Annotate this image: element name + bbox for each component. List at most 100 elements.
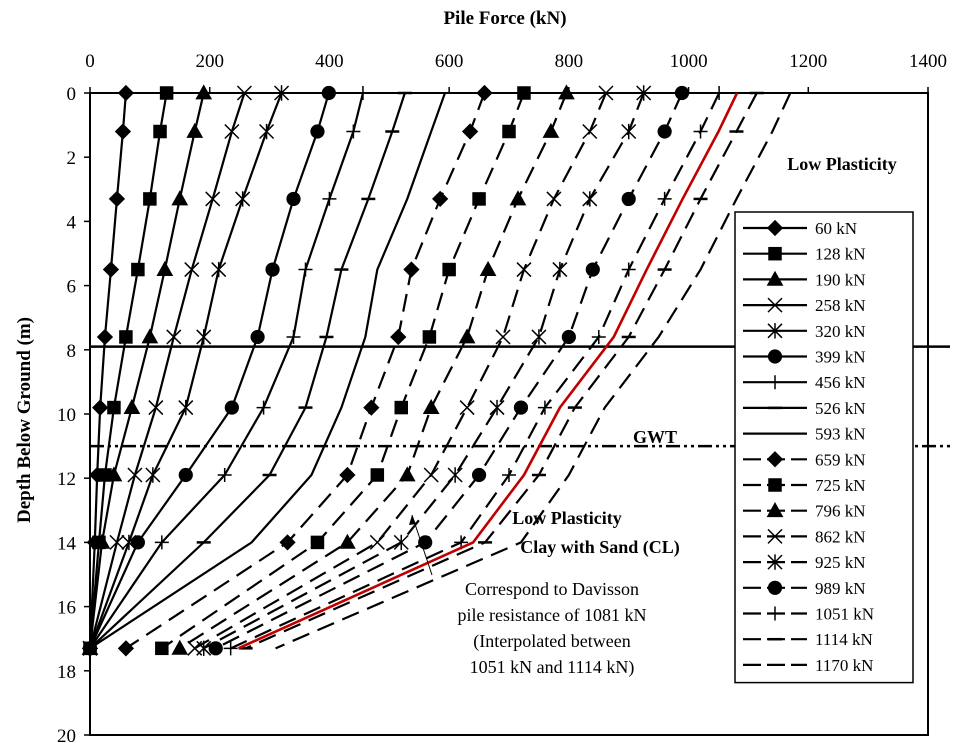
marker-triangle [542,122,560,138]
marker-circle [767,349,783,364]
legend-label: 1051 kN [815,605,874,624]
marker-plus [591,329,606,344]
legend-label: 659 kN [815,450,866,469]
marker-triangle [171,190,189,206]
marker-plus [346,124,361,139]
chart-title: Pile Force (kN) [443,8,566,29]
series-526-kn [83,91,412,650]
marker-circle [585,262,600,277]
davisson-note-line: pile resistance of 1081 kN [458,605,647,625]
legend-item: 258 kN [743,296,866,315]
marker-triangle [479,260,497,276]
marker-x [767,297,783,313]
series-925-kn [196,85,652,657]
x-tick-label: 1400 [909,51,947,72]
marker-circle [674,85,690,101]
legend-label: 862 kN [815,527,866,546]
series-line [275,92,792,650]
marker-star [259,123,275,140]
marker-plus [693,124,708,139]
series-line [88,92,330,649]
series-1170-kn [275,92,792,650]
marker-plus [657,191,672,206]
series-line [203,92,645,650]
marker-triangle [422,398,440,414]
series-line [89,92,406,650]
series-1114-kn [238,91,764,650]
marker-plus [502,467,516,482]
legend-item: 725 kN [743,476,866,495]
legend-item: 1114 kN [743,630,873,649]
marker-circle [224,400,239,415]
marker-diamond [461,123,479,140]
marker-x [127,467,143,483]
marker-diamond [102,261,120,278]
marker-x [166,329,182,345]
marker-triangle [93,533,111,549]
marker-triangle [105,466,123,482]
x-tick-label: 1200 [789,51,827,72]
marker-x [224,123,240,140]
marker-circle [208,641,223,656]
marker-diamond [432,190,449,208]
marker-circle [178,467,193,483]
zone-lower-label-line2: Clay with Sand (CL) [520,537,680,558]
marker-square [119,330,133,344]
marker-diamond [403,261,420,278]
marker-star [145,467,161,483]
series-line [161,92,525,650]
legend-label: 60 kN [815,219,857,238]
marker-x [495,329,511,345]
series-line [245,92,758,650]
gwt-label: GWT [633,427,677,447]
legend-item: 1051 kN [743,605,874,624]
y-axis-label: Depth Below Ground (m) [14,317,35,523]
legend-label: 456 kN [815,373,866,392]
marker-triangle [339,533,356,549]
marker-square [310,535,325,550]
marker-triangle [766,502,784,518]
series-line [230,92,721,650]
davisson-curve-layer [237,92,739,650]
marker-square [472,192,486,206]
legend-item: 190 kN [743,270,866,289]
legend-item: 593 kN [743,425,866,444]
legend-label: 1170 kN [815,656,873,675]
marker-star [489,399,505,416]
marker-circle [621,191,636,207]
marker-square [143,192,157,206]
davisson-note: Correspond to Davisson pile resistance of… [409,514,647,678]
legend-label: 399 kN [815,348,866,367]
marker-x [423,467,439,483]
marker-square [422,330,437,344]
marker-plus [621,262,636,277]
marker-square [394,400,409,415]
marker-plus [537,400,552,415]
marker-diamond [96,328,114,346]
x-tick-label: 600 [435,51,464,72]
marker-plus [298,262,313,277]
marker-square [768,246,782,261]
x-tick-label: 200 [195,51,224,72]
marker-square [107,400,121,415]
legend-item: 862 kN [743,527,866,546]
marker-circle [310,124,325,139]
marker-square [153,124,167,139]
marker-x [546,191,562,207]
marker-x [459,400,475,416]
marker-star [767,554,783,570]
series-258-kn [82,85,252,656]
marker-star [196,329,212,345]
series-layer [81,84,792,657]
marker-square [517,86,531,100]
legend-item: 796 kN [743,502,866,521]
marker-x [369,534,385,550]
marker-star [211,261,227,278]
marker-diamond [363,399,380,416]
marker-x [598,85,614,101]
marker-square [155,641,169,656]
legend-label: 258 kN [815,296,866,315]
marker-circle [286,191,301,207]
legend-label: 593 kN [815,425,866,444]
marker-star [636,85,652,101]
